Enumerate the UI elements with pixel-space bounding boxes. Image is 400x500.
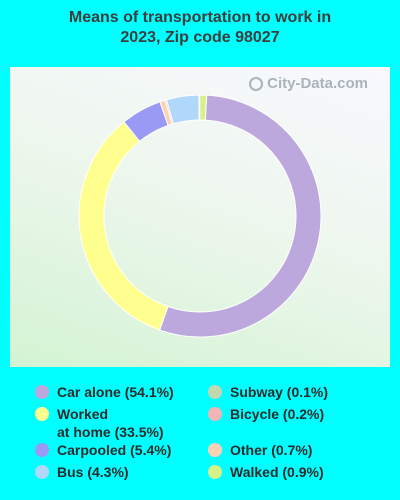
- legend-label-subway: Subway (0.1%): [230, 384, 329, 400]
- slice-worked-at-home: [78, 121, 169, 331]
- legend-label-worked-at-home: Worked at home (33.5%): [57, 406, 164, 440]
- legend-swatch-subway: [208, 385, 222, 399]
- legend-label-other: Other (0.7%): [230, 442, 313, 458]
- watermark-icon: [249, 76, 264, 91]
- slice-car-alone: [159, 94, 322, 338]
- legend-item-carpooled: Carpooled (5.4%): [35, 441, 171, 459]
- legend-label-carpooled: Carpooled (5.4%): [57, 442, 172, 458]
- watermark-text: City-Data.com: [267, 75, 368, 92]
- legend-swatch-bus: [35, 465, 49, 479]
- legend-item-walked: Walked (0.9%): [208, 463, 324, 481]
- donut-chart: [78, 94, 322, 338]
- legend-item-bus: Bus (4.3%): [35, 463, 129, 481]
- legend-item-subway: Subway (0.1%): [208, 383, 328, 401]
- legend-label-bus: Bus (4.3%): [57, 464, 129, 480]
- legend-item-worked-at-home: Worked at home (33.5%): [35, 405, 164, 441]
- plot-area: City-Data.com: [10, 67, 390, 367]
- legend-swatch-carpooled: [35, 443, 49, 457]
- legend-item-bicycle: Bicycle (0.2%): [208, 405, 324, 423]
- chart-title: Means of transportation to work in 2023,…: [0, 8, 400, 48]
- legend-swatch-car-alone: [35, 385, 49, 399]
- chart-title-line-2: 2023, Zip code 98027: [120, 29, 280, 46]
- legend-swatch-bicycle: [208, 407, 222, 421]
- chart-title-line-1: Means of transportation to work in: [68, 9, 332, 26]
- legend: Car alone (54.1%) Worked at home (33.5%) C…: [0, 383, 400, 493]
- watermark: City-Data.com: [249, 75, 368, 92]
- legend-item-other: Other (0.7%): [208, 441, 312, 459]
- legend-swatch-other: [208, 443, 222, 457]
- legend-label-walked: Walked (0.9%): [230, 464, 324, 480]
- legend-label-bicycle: Bicycle (0.2%): [230, 406, 325, 422]
- legend-swatch-walked: [208, 465, 222, 479]
- legend-swatch-worked-at-home: [35, 407, 49, 421]
- legend-item-car-alone: Car alone (54.1%): [35, 383, 174, 401]
- legend-label-car-alone: Car alone (54.1%): [57, 384, 174, 400]
- slice-walked: [199, 94, 208, 121]
